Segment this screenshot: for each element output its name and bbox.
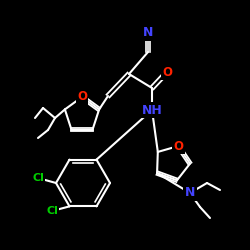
Text: O: O — [173, 140, 183, 152]
Text: Cl: Cl — [32, 173, 44, 183]
Text: Cl: Cl — [46, 206, 58, 216]
Text: N: N — [185, 186, 195, 200]
Text: O: O — [77, 90, 87, 104]
Text: NH: NH — [142, 104, 163, 117]
Text: N: N — [143, 26, 153, 40]
Text: O: O — [162, 66, 172, 78]
